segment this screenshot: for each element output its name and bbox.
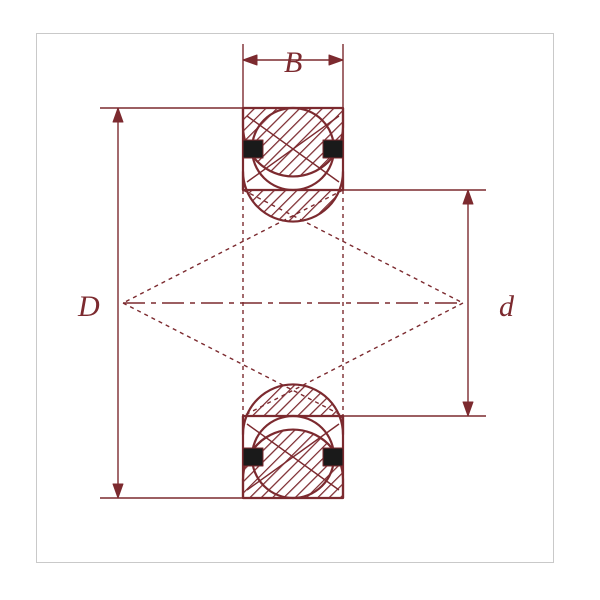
- label-bore-diameter: d: [499, 290, 514, 324]
- label-width: B: [284, 46, 302, 80]
- label-outer-diameter: D: [78, 290, 100, 324]
